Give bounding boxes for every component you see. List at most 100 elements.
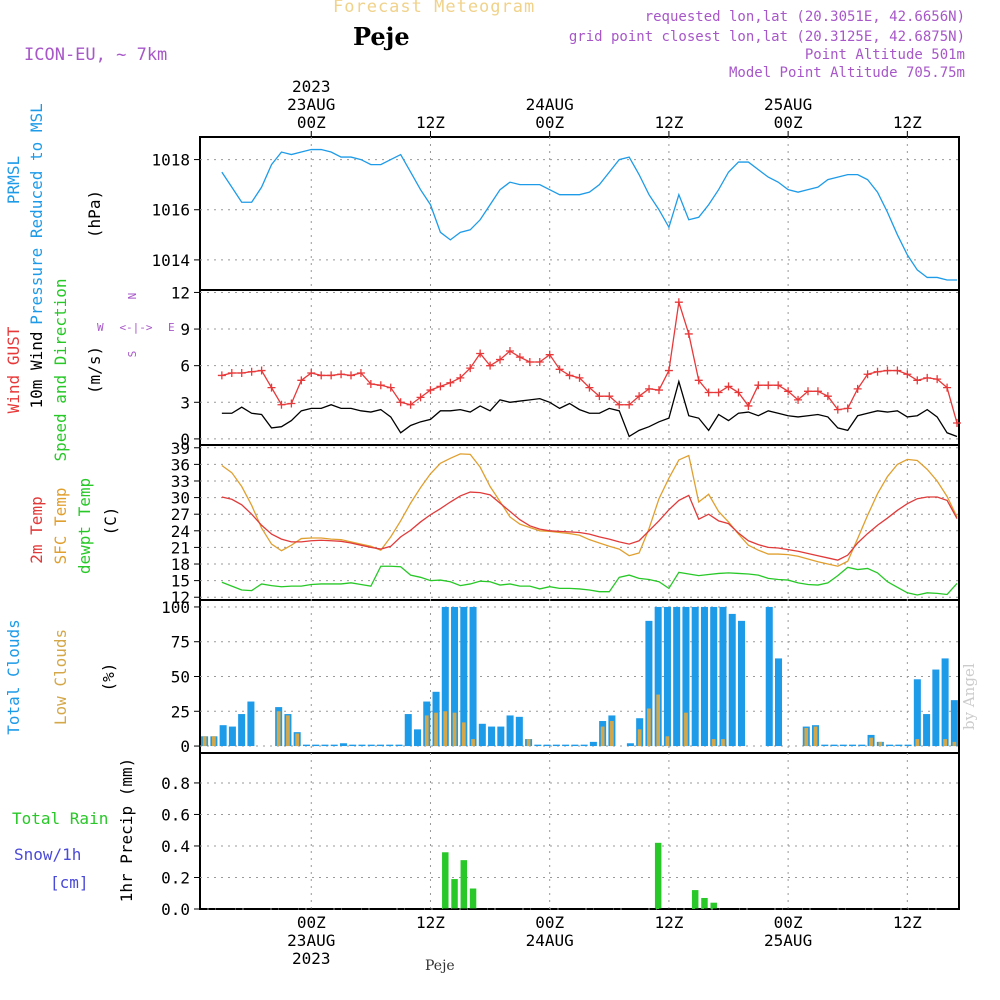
grid-point-coordinates: grid point closest lon,lat (20.3125E, 42…: [568, 29, 965, 45]
low-cloud-bar: [943, 739, 947, 747]
rain-bar: [691, 890, 699, 909]
wind-gust-line-marker: [446, 378, 455, 387]
wind-gust-line-marker: [605, 392, 614, 401]
total-cloud-bar: [478, 723, 486, 747]
total-cloud-bar: [330, 744, 338, 747]
low-cloud-bar: [212, 736, 216, 747]
total-cloud-bar: [358, 744, 366, 747]
compass-west: W: [97, 321, 104, 334]
y-tick-label: 0.0: [161, 900, 190, 919]
low-cloud-bar: [276, 711, 281, 747]
wind-gust-line-marker: [764, 381, 773, 390]
wind-gust-line-marker: [247, 367, 256, 376]
y-tick-label: 1016: [151, 201, 190, 220]
wind-gust-line-marker: [555, 365, 564, 374]
total-clouds-label: Total Clouds: [4, 619, 23, 735]
wind-gust-line-marker: [803, 387, 812, 396]
total-cloud-bar: [552, 744, 560, 747]
wind-gust-line-marker: [545, 350, 554, 359]
total-cloud-bar: [580, 744, 588, 747]
time-label-bottom: 12Z: [654, 913, 683, 932]
y-tick-label: 1014: [151, 251, 190, 270]
wind-gust-line-marker: [267, 383, 276, 392]
y-tick-label: 6: [180, 357, 190, 376]
wind-gust-line-marker: [873, 367, 882, 376]
total-cloud-bar: [339, 743, 347, 747]
time-label-bottom: 12Z: [416, 913, 445, 932]
time-label-bottom: 23AUG: [287, 931, 335, 950]
precip-label: 1hr Precip (mm): [117, 758, 136, 903]
total-cloud-bar: [830, 744, 838, 747]
total-cloud-bar: [386, 744, 394, 747]
total-cloud-bar: [719, 606, 727, 747]
wind-gust-line-marker: [406, 400, 415, 409]
total-cloud-bar: [376, 744, 385, 747]
total-cloud-bar: [663, 606, 671, 747]
compass-north: N: [126, 293, 139, 300]
panel-frame-wind: [199, 289, 960, 446]
rain-bar: [701, 897, 708, 909]
total-cloud-bar: [673, 606, 681, 747]
wind-gust-line-marker: [565, 371, 574, 380]
y-tick-label: 12: [171, 588, 190, 607]
total-cloud-bar: [765, 606, 773, 747]
wind-gust-line-marker: [684, 329, 693, 338]
wind-gust-line-marker: [794, 395, 803, 404]
wind-gust-line-marker: [714, 388, 723, 397]
total-cloud-bar: [506, 715, 514, 747]
y-tick-label: 33: [171, 472, 190, 491]
rain-bar: [710, 902, 717, 909]
credit-watermark: by Angel: [960, 663, 978, 730]
total-cloud-bar: [932, 669, 940, 747]
low-cloud-bar: [813, 726, 818, 747]
total-cloud-bar: [589, 741, 597, 747]
total-cloud-bar: [895, 744, 903, 747]
total-cloud-bar: [515, 716, 523, 747]
time-label-top: 25AUG: [764, 95, 812, 114]
wind-gust-line-marker: [317, 371, 326, 380]
wind-gust-line-marker: [883, 366, 892, 375]
total-cloud-bar: [691, 606, 699, 747]
wind-gust-line-marker: [585, 383, 594, 392]
y-tick-label: 25: [171, 702, 190, 721]
time-label-top: 12Z: [893, 113, 922, 132]
rain-bar: [469, 888, 477, 909]
time-label-top: 12Z: [416, 113, 445, 132]
low-cloud-bar: [443, 711, 448, 747]
y-tick-label: 15: [171, 572, 190, 591]
total-cloud-bar: [460, 606, 468, 747]
total-cloud-bar: [228, 726, 236, 747]
total-cloud-bar: [821, 744, 829, 747]
wind-gust-line-marker: [227, 368, 236, 377]
wind-gust-line-marker: [237, 368, 246, 377]
wind-gust-line-marker: [664, 366, 673, 375]
wind-gust-line-marker: [704, 388, 713, 397]
y-tick-label: 12: [171, 283, 190, 302]
low-cloud-bar: [600, 726, 605, 747]
total-cloud-bar: [562, 744, 570, 747]
total-cloud-bar: [728, 613, 736, 747]
clouds-unit: (%): [99, 663, 118, 692]
wind-gust-line-marker: [893, 366, 902, 375]
wind-gust-line-marker: [734, 388, 743, 397]
wind-gust-line-marker: [525, 358, 534, 367]
total-cloud-bar: [645, 620, 653, 747]
y-tick-label: 30: [171, 489, 190, 508]
pressure-label-short: PRMSL: [4, 156, 23, 204]
total-cloud-bar: [219, 725, 227, 747]
low-cloud-bar: [711, 739, 716, 747]
low-cloud-bar: [952, 741, 957, 747]
y-tick-label: 75: [171, 633, 190, 652]
wind-gust-line-marker: [774, 381, 783, 390]
low-clouds-label: Low Clouds: [51, 629, 70, 725]
time-label-bottom: 2023: [292, 949, 331, 968]
time-label-top: 23AUG: [287, 95, 335, 114]
wind-gust-line-marker: [645, 384, 654, 393]
time-label-top: 00Z: [297, 113, 326, 132]
total-cloud-bar: [700, 606, 708, 747]
compass-east: E: [168, 321, 175, 334]
low-cloud-bar: [295, 733, 300, 747]
time-label-top: 00Z: [535, 113, 564, 132]
rain-bar: [451, 879, 458, 909]
